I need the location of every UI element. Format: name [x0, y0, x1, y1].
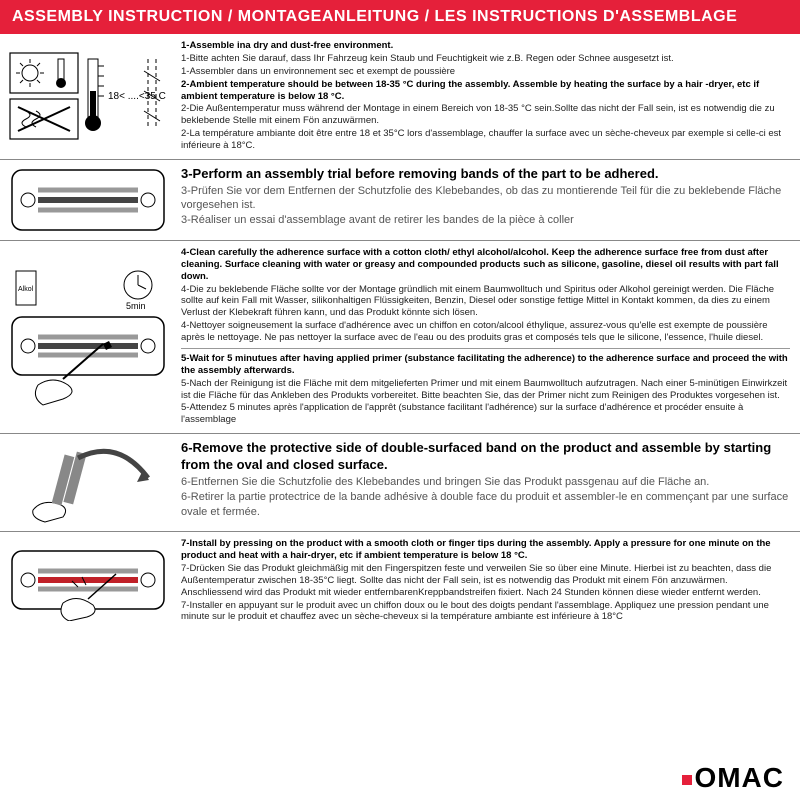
instruction-line: 4-Clean carefully the adherence surface … — [181, 247, 790, 283]
brand-logo: OMAC — [682, 762, 784, 794]
instruction-line: 4-Nettoyer soigneusement la surface d'ad… — [181, 320, 790, 344]
instruction-line: 2-Die Außentemperatur muss während der M… — [181, 103, 790, 127]
instruction-line: 1-Assemble ina dry and dust-free environ… — [181, 40, 790, 52]
instruction-line: 1-Bitte achten Sie darauf, dass Ihr Fahr… — [181, 53, 790, 65]
icon-cell — [0, 434, 175, 531]
instruction-line: 5-Attendez 5 minutes après l'application… — [181, 402, 790, 426]
instruction-line: 7-Drücken Sie das Produkt gleichmäßig mi… — [181, 563, 790, 599]
instruction-row: 3-Perform an assembly trial before remov… — [0, 160, 800, 241]
brand-text: OMAC — [694, 762, 784, 793]
instruction-line: 2-La température ambiante doit être entr… — [181, 128, 790, 152]
page: ASSEMBLY INSTRUCTION / MONTAGEANLEITUNG … — [0, 0, 800, 630]
instruction-line: 1-Assembler dans un environnement sec et… — [181, 66, 790, 78]
instruction-row: 18< ....<35 C 1-Assemble ina dry and dus… — [0, 34, 800, 160]
divider — [181, 348, 790, 349]
instruction-line: 6-Remove the protective side of double-s… — [181, 440, 790, 474]
svg-text:18< ....<35 C: 18< ....<35 C — [108, 91, 166, 102]
icon-cell — [0, 532, 175, 630]
instruction-line: 5-Nach der Reinigung ist die Fläche mit … — [181, 378, 790, 402]
instruction-line: 6-Retirer la partie protectrice de la ba… — [181, 490, 790, 519]
text-cell: 4-Clean carefully the adherence surface … — [175, 241, 800, 433]
icon-cell: 18< ....<35 C — [0, 34, 175, 159]
instruction-line: 4-Die zu beklebende Fläche sollte vor de… — [181, 284, 790, 320]
temperature-icon: 18< ....<35 C — [8, 51, 168, 141]
text-cell: 7-Install by pressing on the product wit… — [175, 532, 800, 630]
peel-tape-icon — [8, 440, 168, 525]
icon-cell — [0, 160, 175, 240]
text-cell: 1-Assemble ina dry and dust-free environ… — [175, 34, 800, 159]
instruction-line: 6-Entfernen Sie die Schutzfolie des Kleb… — [181, 475, 790, 489]
text-cell: 3-Perform an assembly trial before remov… — [175, 160, 800, 240]
instruction-row: 6-Remove the protective side of double-s… — [0, 434, 800, 532]
instruction-line: 3-Réaliser un essai d'assemblage avant d… — [181, 213, 790, 227]
svg-text:5min: 5min — [126, 301, 146, 311]
brand-dot-icon — [682, 775, 692, 785]
instruction-line: 2-Ambient temperature should be between … — [181, 79, 790, 103]
header-bar: ASSEMBLY INSTRUCTION / MONTAGEANLEITUNG … — [0, 0, 800, 34]
instruction-line: 7-Install by pressing on the product wit… — [181, 538, 790, 562]
instruction-line: 3-Perform an assembly trial before remov… — [181, 166, 790, 183]
instruction-line: 3-Prüfen Sie vor dem Entfernen der Schut… — [181, 184, 790, 213]
press-panel-icon — [8, 541, 168, 621]
rows-container: 18< ....<35 C 1-Assemble ina dry and dus… — [0, 34, 800, 630]
icon-cell: Alkol 5min — [0, 241, 175, 433]
instruction-row: Alkol 5min 4-Clean carefully the adheren… — [0, 241, 800, 434]
svg-text:Alkol: Alkol — [18, 286, 34, 293]
clean-icon: Alkol 5min — [8, 267, 168, 407]
trial-panel-icon — [8, 166, 168, 234]
instruction-line: 5-Wait for 5 minutues after having appli… — [181, 353, 790, 377]
instruction-row: 7-Install by pressing on the product wit… — [0, 532, 800, 630]
instruction-line: 7-Installer en appuyant sur le produit a… — [181, 600, 790, 624]
text-cell: 6-Remove the protective side of double-s… — [175, 434, 800, 531]
